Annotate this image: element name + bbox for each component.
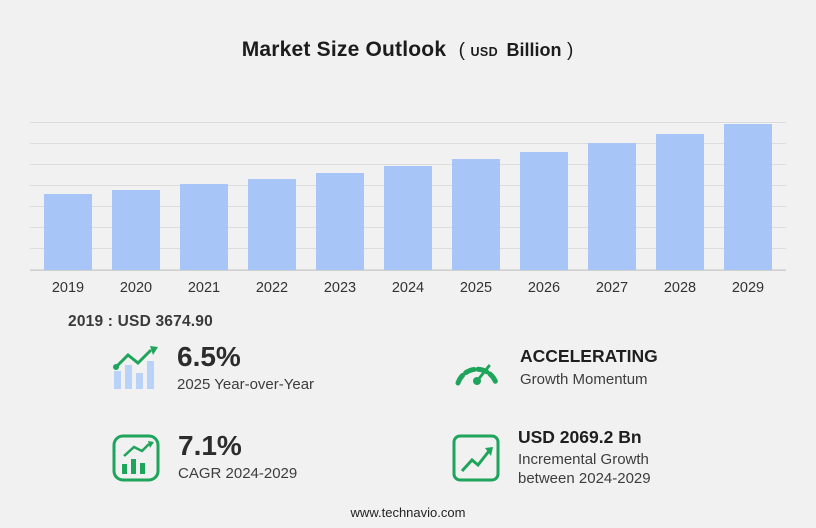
x-axis: 2019 2020 2021 2022 2023 2024 2025 2026 2027 2028… xyxy=(30,280,786,296)
title-main: Market Size Outlook xyxy=(241,38,447,61)
bar-2029 xyxy=(723,123,773,270)
bar-slot xyxy=(646,122,714,270)
stat-incremental-growth: USD 2069.2 Bn Incremental Growth between… xyxy=(452,427,792,489)
bar-slot xyxy=(578,122,646,270)
momentum-label: Growth Momentum xyxy=(520,371,648,389)
bar-2022 xyxy=(247,178,297,270)
bar-slot xyxy=(102,122,170,270)
bar-2021 xyxy=(179,184,229,270)
x-tick-label: 2025 xyxy=(459,280,493,296)
bar-slot xyxy=(306,122,374,270)
page-title: Market Size Outlook ( USD Billion ) xyxy=(0,38,816,62)
x-tick-label: 2021 xyxy=(187,280,221,296)
bar-2027 xyxy=(587,143,637,270)
bar-2024 xyxy=(383,166,433,270)
stats-grid: 6.5% 2025 Year-over-Year ACCELERATING Gr… xyxy=(0,341,816,489)
bar-slot xyxy=(442,122,510,270)
footer-url: www.technavio.com xyxy=(350,505,466,520)
cagr-label: CAGR 2024-2029 xyxy=(178,465,298,483)
yoy-label: 2025 Year-over-Year xyxy=(177,375,315,393)
momentum-value: ACCELERATING xyxy=(520,346,658,367)
x-tick-label: 2024 xyxy=(391,280,425,296)
bar-slot xyxy=(714,122,782,270)
bar-2023 xyxy=(315,172,365,270)
bar-2026 xyxy=(519,151,569,270)
incremental-value: USD 2069.2 Bn xyxy=(518,426,642,447)
cagr-value: 7.1% xyxy=(178,430,242,462)
bar-slot xyxy=(238,122,306,270)
incremental-label: Incremental Growth between 2024-2029 xyxy=(518,451,651,488)
title-paren-close: ) xyxy=(566,40,574,61)
chart-plot-area xyxy=(30,122,786,271)
yoy-value: 6.5% xyxy=(177,341,241,372)
speedometer-icon xyxy=(452,347,502,389)
incremental-growth-icon xyxy=(452,434,500,482)
bar-slot xyxy=(374,122,442,270)
bar-slot xyxy=(34,122,102,270)
market-size-bar-chart: 2019 2020 2021 2022 2023 2024 2025 2026 2027 2028… xyxy=(30,122,786,296)
title-unit-usd: USD xyxy=(470,45,499,59)
x-tick-label: 2023 xyxy=(323,280,357,296)
x-tick-label: 2019 xyxy=(51,280,85,296)
x-tick-label: 2027 xyxy=(595,280,629,296)
stat-momentum: ACCELERATING Growth Momentum xyxy=(452,342,792,395)
x-tick-label: 2028 xyxy=(663,280,697,296)
bar-row xyxy=(30,122,786,270)
x-tick-label: 2026 xyxy=(527,280,561,296)
title-paren-open: ( xyxy=(458,40,465,61)
stat-cagr: 7.1% CAGR 2024-2029 xyxy=(112,427,452,489)
base-year-note: 2019 : USD 3674.90 xyxy=(68,313,213,330)
bar-slot xyxy=(170,122,238,270)
bar-slot xyxy=(510,122,578,270)
x-tick-label: 2029 xyxy=(731,280,765,296)
title-unit-billion: Billion xyxy=(506,40,562,60)
stat-yoy: 6.5% 2025 Year-over-Year xyxy=(112,341,452,395)
x-tick-label: 2022 xyxy=(255,280,289,296)
bar-2025 xyxy=(451,159,501,270)
bar-2020 xyxy=(111,189,161,270)
bar-2019 xyxy=(43,194,93,270)
bar-2028 xyxy=(655,134,705,270)
x-tick-label: 2020 xyxy=(119,280,153,296)
cagr-chart-icon xyxy=(112,434,160,482)
yoy-bars-arrow-icon xyxy=(112,345,159,391)
